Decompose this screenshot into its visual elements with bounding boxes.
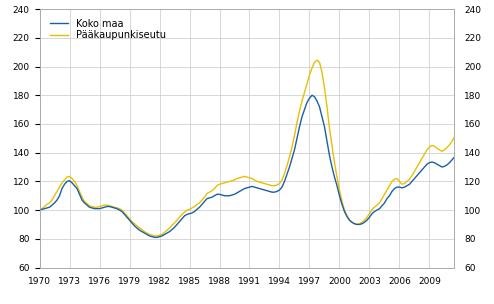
Koko maa (152, 236, 158, 239)
Koko maa (37, 208, 42, 212)
Pääkaupunkiseutu (477, 93, 483, 97)
Koko maa (477, 128, 483, 132)
Pääkaupunkiseutu (301, 91, 307, 94)
Legend: Koko maa, Pääkaupunkiseutu: Koko maa, Pääkaupunkiseutu (48, 16, 167, 42)
Pääkaupunkiseutu (152, 234, 158, 238)
Pääkaupunkiseutu (287, 155, 292, 159)
Line: Pääkaupunkiseutu: Pääkaupunkiseutu (40, 15, 494, 236)
Koko maa (287, 165, 292, 169)
Pääkaupunkiseutu (37, 208, 42, 212)
Line: Koko maa: Koko maa (40, 75, 494, 237)
Koko maa (301, 108, 307, 112)
